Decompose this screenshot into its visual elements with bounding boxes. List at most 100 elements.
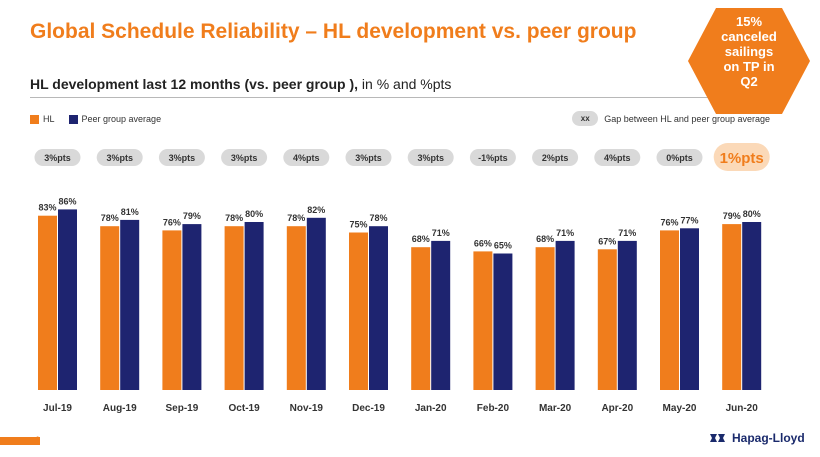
company-logo: Hapag-Lloyd [708, 431, 805, 445]
bar-hl [286, 226, 306, 390]
page-title: Global Schedule Reliability – HL develop… [30, 20, 637, 43]
callout-line: Q2 [740, 74, 758, 89]
bar-hl [38, 215, 57, 390]
gap-label: 3%pts [231, 153, 258, 163]
gap-pill [221, 149, 268, 166]
gap-pill [656, 149, 703, 166]
data-label-hl: 78% [225, 213, 243, 223]
gap-pill-highlight [713, 143, 770, 171]
bar-hl [473, 251, 493, 390]
gap-legend-label: Gap between HL and peer group average [604, 113, 770, 124]
bar-peer [493, 253, 513, 390]
legend-label-hl: HL [43, 114, 55, 124]
x-tick-label: Jun-20 [726, 403, 759, 414]
gap-label: 3%pts [417, 153, 444, 163]
bar-peer [182, 224, 202, 390]
gap-label: 2%pts [542, 153, 569, 163]
bar-hl [349, 232, 368, 390]
bar-hl [535, 247, 555, 390]
bar-peer [431, 240, 451, 390]
gap-legend-pill: xx [572, 111, 599, 126]
logo-text: Hapag-Lloyd [732, 431, 805, 445]
data-label-peer: 80% [245, 209, 263, 219]
gap-pill [158, 149, 205, 166]
gap-label: 4%pts [604, 153, 631, 163]
gap-pill [594, 149, 641, 166]
data-label-hl: 76% [163, 217, 181, 227]
chart-subtitle: HL development last 12 months (vs. peer … [30, 76, 451, 92]
gap-pill [407, 149, 454, 166]
data-label-peer: 78% [369, 213, 387, 223]
subtitle-units: in % and %pts [358, 76, 452, 92]
hapag-lloyd-logo-icon [710, 434, 725, 442]
gap-label: 3%pts [169, 153, 196, 163]
legend-swatch-peer [68, 114, 78, 124]
bar-peer [680, 228, 699, 390]
gap-pill [96, 149, 143, 166]
bar-peer [120, 219, 140, 390]
gap-legend: xx Gap between HL and peer group average [572, 111, 770, 126]
gap-label: -1%pts [478, 153, 508, 163]
data-label-peer: 71% [556, 228, 574, 238]
data-label-hl: 75% [349, 220, 367, 230]
data-label-hl: 78% [101, 213, 119, 223]
bar-hl [224, 226, 244, 390]
data-label-peer: 86% [58, 196, 76, 206]
gap-pill [532, 149, 579, 166]
bar-peer [306, 217, 326, 390]
x-tick-label: Apr-20 [601, 403, 633, 414]
chart-legend: HL Peer group average [30, 114, 161, 124]
x-tick-label: Mar-20 [539, 403, 572, 414]
callout-line: sailings [724, 44, 774, 59]
data-label-peer: 71% [432, 228, 450, 238]
bar-hl [411, 247, 431, 390]
bar-peer [742, 222, 762, 390]
data-label-peer: 81% [121, 207, 139, 217]
data-label-peer: 77% [680, 215, 698, 225]
x-tick-label: Jul-19 [43, 403, 72, 414]
x-tick-label: May-20 [663, 403, 697, 414]
gap-label: 3%pts [106, 153, 133, 163]
data-label-peer: 65% [494, 241, 512, 251]
bar-peer [244, 222, 264, 390]
x-tick-label: Sep-19 [166, 403, 199, 414]
bar-hl [722, 224, 742, 390]
data-label-hl: 68% [536, 234, 554, 244]
subtitle-divider [30, 97, 790, 98]
bar-hl [100, 226, 120, 390]
bar-peer [617, 240, 637, 390]
data-label-hl: 78% [287, 213, 305, 223]
gap-label: 0%pts [666, 153, 693, 163]
gap-pill [469, 149, 516, 166]
data-label-hl: 83% [38, 203, 56, 213]
callout-hexagon [688, 8, 810, 114]
bar-hl [597, 249, 617, 390]
gap-pill [34, 149, 81, 166]
legend-swatch-hl [30, 114, 39, 124]
legend-label-peer: Peer group average [81, 114, 162, 124]
x-tick-label: Nov-19 [290, 403, 324, 414]
bar-peer [369, 226, 388, 390]
bar-hl [660, 230, 679, 390]
data-label-peer: 71% [618, 228, 636, 238]
x-tick-label: Jan-20 [415, 403, 447, 414]
data-label-hl: 67% [598, 236, 616, 246]
bar-peer [555, 240, 575, 390]
gap-label: 3%pts [44, 153, 71, 163]
data-label-peer: 82% [307, 205, 325, 215]
x-tick-label: Oct-19 [229, 403, 261, 414]
callout-text: 15% canceled sailings on TP in Q2 [686, 14, 812, 89]
gap-pill [345, 149, 392, 166]
callout-line: on TP in [723, 59, 775, 74]
page-number: 3 [36, 437, 40, 443]
callout-line: canceled [721, 29, 777, 44]
footer-accent-bar [0, 437, 40, 445]
data-label-hl: 66% [474, 238, 492, 248]
gap-label: 1%pts [720, 150, 764, 167]
bar-peer [58, 209, 77, 390]
data-label-peer: 79% [183, 211, 201, 221]
data-label-hl: 79% [723, 211, 741, 221]
data-label-hl: 68% [412, 234, 430, 244]
gap-label: 4%pts [293, 153, 320, 163]
